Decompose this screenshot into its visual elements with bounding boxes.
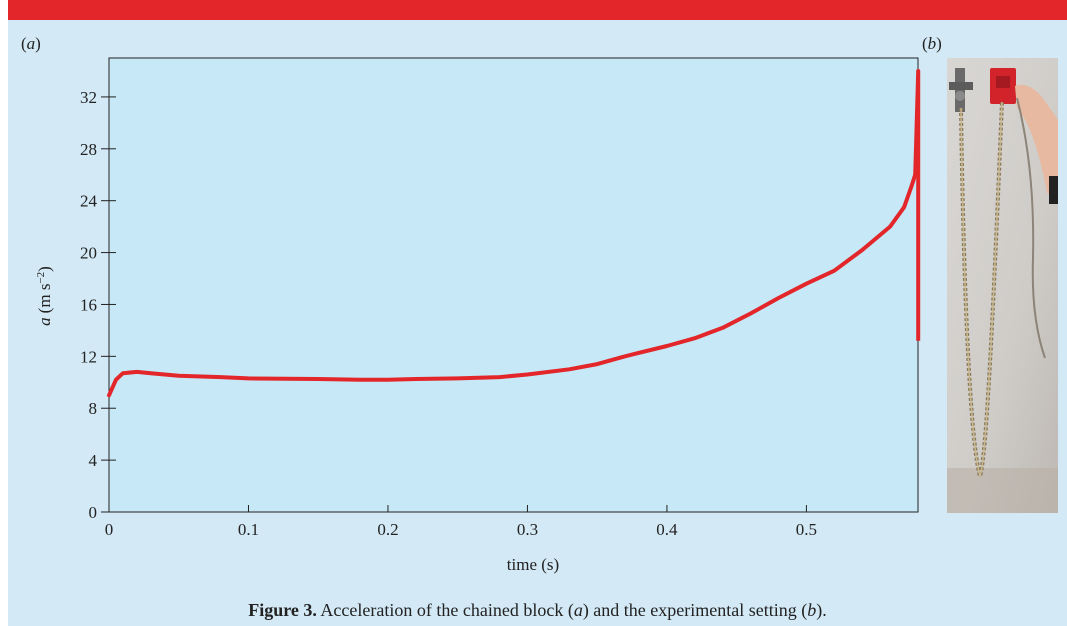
x-tick-label: 0.3 [517, 520, 538, 539]
y-axis-label: a(m s−2) [35, 266, 54, 326]
y-tick-label: 12 [80, 347, 97, 366]
panel-label-b: (b) [922, 34, 942, 53]
y-tick-label: 0 [89, 503, 98, 522]
x-axis-label: time (s) [507, 555, 559, 574]
y-tick-label: 28 [80, 140, 97, 159]
x-tick-label: 0 [105, 520, 114, 539]
y-tick-label: 8 [89, 399, 98, 418]
x-tick-label: 0.2 [377, 520, 398, 539]
acceleration-spike [913, 68, 921, 341]
experiment-photo [947, 58, 1058, 513]
plot-area [108, 57, 919, 513]
x-tick-label: 0.4 [656, 520, 678, 539]
y-tick-label: 4 [89, 451, 98, 470]
figure-caption: Figure 3. Acceleration of the chained bl… [248, 600, 827, 620]
y-tick-label: 16 [80, 295, 97, 314]
top-accent-bar [8, 0, 1067, 20]
panel-label-a: (a) [21, 34, 41, 53]
x-tick-label: 0.5 [796, 520, 817, 539]
x-tick-label: 0.1 [238, 520, 259, 539]
y-tick-label: 24 [80, 192, 98, 211]
acceleration-line [107, 172, 918, 398]
y-tick-label: 32 [80, 88, 97, 107]
y-tick-label: 20 [80, 244, 97, 263]
